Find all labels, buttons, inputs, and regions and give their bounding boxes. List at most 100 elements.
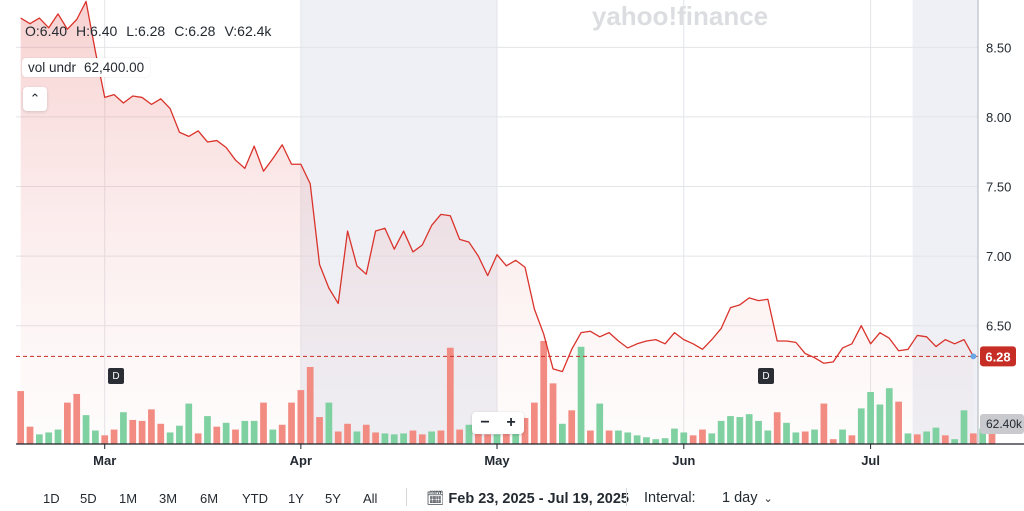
dividend-marker[interactable]: D <box>108 368 124 384</box>
volume-bar[interactable] <box>531 402 538 444</box>
volume-bar[interactable] <box>493 434 501 444</box>
volume-bar[interactable] <box>138 420 146 444</box>
volume-bar[interactable] <box>839 429 846 444</box>
volume-bar[interactable] <box>157 423 165 444</box>
range-button-all[interactable]: All <box>363 491 378 506</box>
range-button-3m[interactable]: 3M <box>159 491 178 506</box>
volume-bar[interactable] <box>941 435 949 444</box>
price-chart[interactable]: yahoo!finance 6.50 7.00 7.50 8.00 8.50 Mar Apr M… <box>0 0 1024 484</box>
volume-bar[interactable] <box>521 418 529 444</box>
volume-bar[interactable] <box>671 428 678 444</box>
volume-bar[interactable] <box>745 414 753 444</box>
volume-bar[interactable] <box>297 390 305 444</box>
volume-bar[interactable] <box>269 429 277 444</box>
volume-bar[interactable] <box>101 435 109 444</box>
date-range-picker[interactable]: 🗓 Feb 23, 2025 - Jul 19, 2025 <box>426 490 629 507</box>
volume-bar[interactable] <box>680 432 688 444</box>
volume-bar[interactable] <box>456 429 463 444</box>
volume-bar[interactable] <box>923 431 930 444</box>
volume-bar[interactable] <box>577 346 585 444</box>
volume-bar[interactable] <box>801 431 809 444</box>
volume-bar[interactable] <box>241 420 249 444</box>
volume-bar[interactable] <box>876 404 884 444</box>
volume-bar[interactable] <box>895 401 902 444</box>
volume-bar[interactable] <box>45 432 53 444</box>
volume-bar[interactable] <box>260 402 267 444</box>
volume-bar[interactable] <box>204 416 211 444</box>
volume-bar[interactable] <box>92 430 99 444</box>
volume-bar[interactable] <box>643 437 650 444</box>
volume-bar[interactable] <box>110 429 118 444</box>
range-button-1m[interactable]: 1M <box>119 491 138 506</box>
volume-bar[interactable] <box>699 429 706 444</box>
volume-bar[interactable] <box>334 431 342 444</box>
volume-bar[interactable] <box>278 424 286 444</box>
volume-bar[interactable] <box>960 410 968 444</box>
volume-bar[interactable] <box>418 434 426 444</box>
zoom-out-button[interactable]: − <box>480 414 490 431</box>
volume-bar[interactable] <box>755 420 762 444</box>
volume-bar[interactable] <box>166 432 174 444</box>
volume-bar[interactable] <box>484 434 492 444</box>
volume-bar[interactable] <box>390 434 398 444</box>
volume-bar[interactable] <box>811 429 818 444</box>
volume-bar[interactable] <box>652 439 660 444</box>
volume-bar[interactable] <box>829 439 837 444</box>
volume-bar[interactable] <box>736 417 744 444</box>
volume-bar[interactable] <box>381 433 389 444</box>
volume-bar[interactable] <box>633 435 641 444</box>
range-button-ytd[interactable]: YTD <box>242 491 268 506</box>
volume-bar[interactable] <box>727 416 734 444</box>
volume-bar[interactable] <box>64 402 71 444</box>
volume-bar[interactable] <box>325 402 333 444</box>
volume-bar[interactable] <box>708 433 716 444</box>
volume-bar[interactable] <box>502 432 510 444</box>
volume-bar[interactable] <box>540 341 548 444</box>
volume-bar[interactable] <box>979 428 987 444</box>
volume-bar[interactable] <box>951 439 959 444</box>
volume-bar[interactable] <box>288 402 295 444</box>
volume-bar[interactable] <box>194 433 202 444</box>
volume-bar[interactable] <box>857 408 865 444</box>
volume-bar[interactable] <box>596 403 604 444</box>
volume-bar[interactable] <box>615 430 622 444</box>
volume-bar[interactable] <box>773 412 781 444</box>
volume-bar[interactable] <box>82 415 90 444</box>
volume-bar[interactable] <box>129 419 137 444</box>
volume-bar[interactable] <box>587 430 594 444</box>
volume-bar[interactable] <box>549 383 557 444</box>
volume-bar[interactable] <box>913 434 921 444</box>
volume-bar[interactable] <box>624 432 632 444</box>
volume-bar[interactable] <box>120 412 127 444</box>
range-button-1d[interactable]: 1D <box>43 491 60 506</box>
volume-bar[interactable] <box>446 347 454 444</box>
volume-bar[interactable] <box>848 435 856 444</box>
dividend-marker[interactable]: D <box>758 368 774 384</box>
volume-bar[interactable] <box>73 393 81 444</box>
volume-bar[interactable] <box>26 426 34 444</box>
range-button-6m[interactable]: 6M <box>200 491 219 506</box>
volume-bar[interactable] <box>437 430 445 444</box>
volume-bar[interactable] <box>148 409 155 444</box>
volume-bar[interactable] <box>222 422 230 444</box>
volume-bar[interactable] <box>792 432 800 444</box>
collapse-button[interactable]: ⌃ <box>23 87 47 111</box>
volume-bar[interactable] <box>250 420 258 444</box>
volume-bar[interactable] <box>54 429 62 444</box>
volume-bar[interactable] <box>185 403 193 444</box>
volume-bar[interactable] <box>428 431 435 444</box>
volume-bar[interactable] <box>344 423 351 444</box>
volume-bar[interactable] <box>353 431 361 444</box>
volume-bar[interactable] <box>35 434 43 444</box>
volume-bar[interactable] <box>867 392 874 444</box>
volume-bar[interactable] <box>17 391 25 444</box>
range-button-1y[interactable]: 1Y <box>288 491 304 506</box>
volume-bar[interactable] <box>605 430 613 444</box>
volume-bar[interactable] <box>232 429 239 444</box>
volume-bar[interactable] <box>904 433 912 444</box>
volume-bar[interactable] <box>969 433 977 444</box>
volume-bar[interactable] <box>474 432 482 444</box>
volume-bar[interactable] <box>820 403 828 444</box>
volume-bar[interactable] <box>213 426 221 444</box>
volume-bar[interactable] <box>661 438 669 444</box>
